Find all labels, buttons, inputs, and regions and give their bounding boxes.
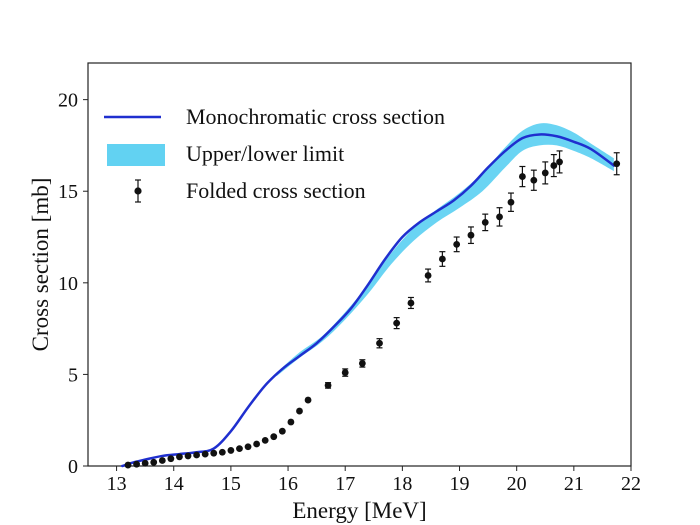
y-tick-label: 10 xyxy=(58,273,78,295)
folded-cross-section-point xyxy=(287,418,295,426)
legend-label-limit: Upper/lower limit xyxy=(186,141,344,166)
folded-cross-section-point xyxy=(236,445,243,452)
folded-cross-section-point xyxy=(218,448,226,456)
folded-cross-section-point xyxy=(467,231,475,239)
folded-cross-section-point xyxy=(184,452,192,460)
folded-cross-section-point xyxy=(453,240,461,248)
folded-cross-section-point xyxy=(227,447,235,454)
folded-cross-section-point xyxy=(133,460,140,468)
folded-cross-section-point xyxy=(304,396,312,404)
folded-cross-section-point xyxy=(530,176,538,184)
folded-cross-section-point xyxy=(556,158,563,166)
folded-cross-section-point xyxy=(424,272,432,279)
x-tick-label: 17 xyxy=(335,473,355,495)
folded-cross-section-point xyxy=(376,339,383,347)
x-tick-label: 20 xyxy=(507,473,527,495)
folded-cross-section-point xyxy=(541,169,549,177)
folded-cross-section-point xyxy=(296,407,303,415)
y-axis-label: Cross section [mb] xyxy=(28,178,53,352)
folded-cross-section-point xyxy=(438,255,446,263)
folded-cross-section-point xyxy=(496,213,503,221)
folded-cross-section-point xyxy=(481,218,489,226)
folded-cross-section-point xyxy=(278,427,286,435)
x-tick-label: 13 xyxy=(107,473,127,495)
legend-point-swatch xyxy=(134,187,142,195)
folded-cross-section-point xyxy=(550,162,558,169)
legend-label-folded: Folded cross section xyxy=(186,178,366,203)
folded-cross-section-point xyxy=(193,451,201,459)
folded-cross-section-point xyxy=(393,319,401,327)
y-tick-label: 0 xyxy=(68,456,78,478)
folded-cross-section-point xyxy=(613,160,621,168)
x-tick-label: 18 xyxy=(392,473,412,495)
plot-frame xyxy=(87,62,632,467)
folded-cross-section-point xyxy=(519,173,526,180)
x-tick-label: 16 xyxy=(278,473,298,495)
x-tick-label: 15 xyxy=(221,473,241,495)
folded-cross-section-point xyxy=(507,198,515,206)
x-tick-label: 21 xyxy=(564,473,584,495)
folded-cross-section-point xyxy=(167,455,175,463)
folded-cross-section-point xyxy=(150,458,158,466)
y-tick-label: 15 xyxy=(58,181,78,203)
folded-cross-section-point xyxy=(141,459,149,467)
folded-cross-section-point xyxy=(210,449,218,457)
folded-cross-section-point xyxy=(176,453,183,461)
x-axis-label: Energy [MeV] xyxy=(292,498,426,523)
x-tick-label: 22 xyxy=(621,473,641,495)
y-tick-label: 5 xyxy=(68,364,78,386)
folded-cross-section-point xyxy=(124,461,132,469)
folded-cross-section-point xyxy=(201,450,209,458)
upper-lower-limit-band xyxy=(276,123,614,377)
folded-cross-section-point xyxy=(253,440,261,448)
legend-label-monochromatic: Monochromatic cross section xyxy=(186,104,445,129)
folded-cross-section-point xyxy=(261,436,269,444)
x-tick-label: 19 xyxy=(450,473,470,495)
folded-cross-section-point xyxy=(324,382,332,389)
x-tick-label: 14 xyxy=(164,473,184,495)
legend-band-swatch xyxy=(107,144,165,166)
folded-cross-section-point xyxy=(358,360,366,367)
folded-cross-section-point xyxy=(158,457,166,464)
y-tick-label: 20 xyxy=(58,90,78,112)
folded-cross-section-point xyxy=(270,433,278,441)
folded-cross-section-point xyxy=(244,443,252,451)
folded-cross-section-point xyxy=(341,369,349,376)
folded-cross-section-point xyxy=(407,299,415,307)
